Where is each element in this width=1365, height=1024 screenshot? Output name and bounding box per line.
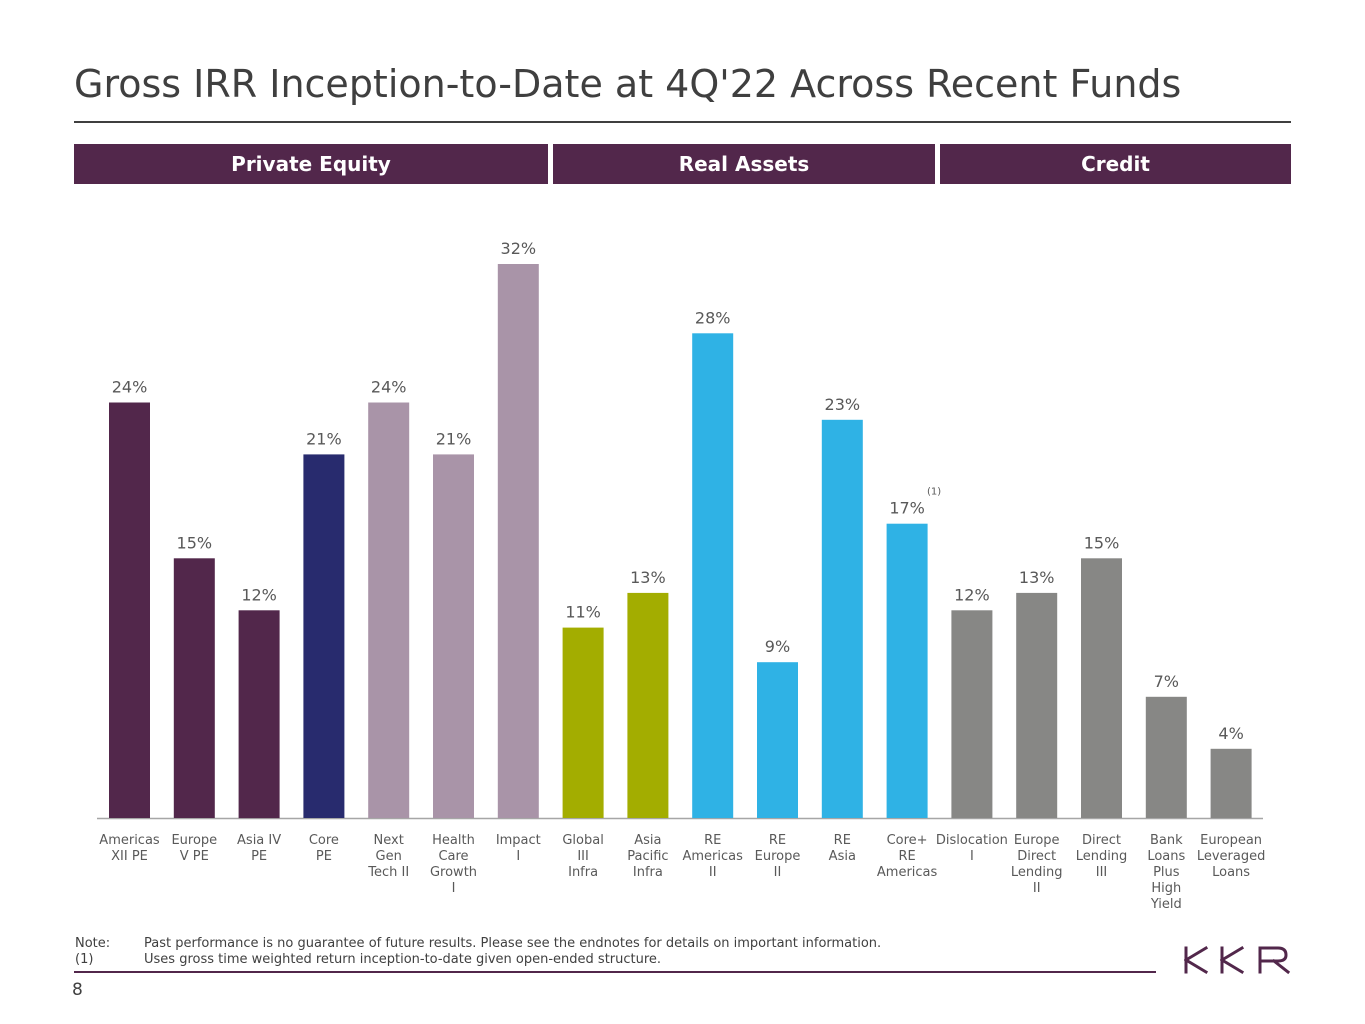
data-label: 28%	[695, 308, 731, 327]
bar	[1210, 748, 1252, 819]
bar	[692, 333, 734, 819]
data-label: 13%	[630, 568, 666, 587]
irr-bar-chart: 24% Americas XII PE 15% Europe V PE 12% Asia IV…	[97, 239, 1266, 912]
data-label: 9%	[765, 637, 790, 656]
bar	[627, 592, 669, 818]
category-label: Core PE	[309, 833, 339, 864]
footnote-1-key: (1)	[75, 952, 94, 967]
data-label: 11%	[565, 603, 601, 622]
footer-divider	[74, 971, 1156, 973]
data-label: 4%	[1218, 724, 1243, 743]
bar	[1145, 696, 1187, 818]
bar	[757, 662, 798, 818]
header-real-assets: Real Assets	[553, 144, 935, 184]
header-credit-label: Credit	[1081, 152, 1150, 176]
category-label: Global III Infra	[562, 833, 603, 880]
data-label: 7%	[1154, 672, 1179, 691]
category-label: RE Europe II	[755, 833, 801, 880]
data-label: 12%	[954, 585, 990, 604]
bar	[497, 264, 539, 818]
bar	[1016, 592, 1058, 818]
header-private-equity: Private Equity	[74, 144, 548, 184]
category-label: Europe Direct Lending II	[1011, 833, 1063, 896]
data-label: 23%	[825, 395, 861, 414]
footnote-note: Note: Past performance is no guarantee o…	[75, 936, 881, 952]
category-label: RE Americas II	[682, 833, 743, 880]
bar	[1081, 558, 1122, 818]
category-label: Impact I	[496, 833, 541, 864]
footnote-marker: (1)	[927, 487, 941, 498]
category-label: European Leveraged Loans	[1197, 833, 1266, 880]
bar	[368, 402, 410, 818]
category-label: Direct Lending III	[1076, 833, 1128, 880]
kkr-logo-icon	[1183, 945, 1291, 975]
category-label: Dislocation I	[936, 833, 1008, 864]
data-label: 12%	[241, 585, 277, 604]
data-label: 15%	[1084, 533, 1120, 552]
bar	[951, 610, 993, 819]
data-label: 24%	[371, 378, 407, 397]
data-label: 13%	[1019, 568, 1055, 587]
data-label: 21%	[306, 429, 342, 448]
bar	[821, 419, 863, 818]
bar	[238, 610, 280, 819]
bar	[109, 402, 150, 818]
footnote-1: (1) Uses gross time weighted return ince…	[75, 952, 881, 968]
footnotes: Note: Past performance is no guarantee o…	[75, 936, 881, 968]
page-number: 8	[72, 980, 83, 1000]
footnote-note-text: Past performance is no guarantee of futu…	[144, 936, 882, 951]
category-label: Americas XII PE	[99, 833, 160, 864]
data-label: 24%	[112, 378, 148, 397]
bar	[433, 454, 474, 818]
category-label: Asia Pacific Infra	[627, 833, 668, 880]
category-label: Europe V PE	[171, 833, 217, 864]
category-label: Core+ RE Americas	[877, 833, 938, 880]
title-divider	[74, 121, 1291, 123]
data-label: 32%	[501, 239, 537, 258]
page-title: Gross IRR Inception-to-Date at 4Q'22 Acr…	[74, 62, 1182, 106]
header-credit: Credit	[940, 144, 1291, 184]
header-private-equity-label: Private Equity	[231, 152, 391, 176]
data-label: 17%	[889, 499, 925, 518]
bar	[303, 454, 345, 818]
bar	[562, 627, 604, 818]
category-label: Bank Loans Plus High Yield	[1147, 833, 1185, 912]
category-label: RE Asia	[829, 833, 856, 864]
footnote-note-key: Note:	[75, 936, 111, 951]
category-label: Asia IV PE	[237, 833, 281, 864]
category-label: Health Care Growth I	[430, 833, 477, 896]
bar	[173, 558, 215, 818]
data-label: 15%	[177, 533, 213, 552]
category-label: Next Gen Tech II	[367, 833, 409, 880]
bar	[886, 523, 928, 818]
footnote-1-text: Uses gross time weighted return inceptio…	[144, 952, 662, 967]
data-label: 21%	[436, 429, 472, 448]
header-real-assets-label: Real Assets	[678, 152, 810, 176]
